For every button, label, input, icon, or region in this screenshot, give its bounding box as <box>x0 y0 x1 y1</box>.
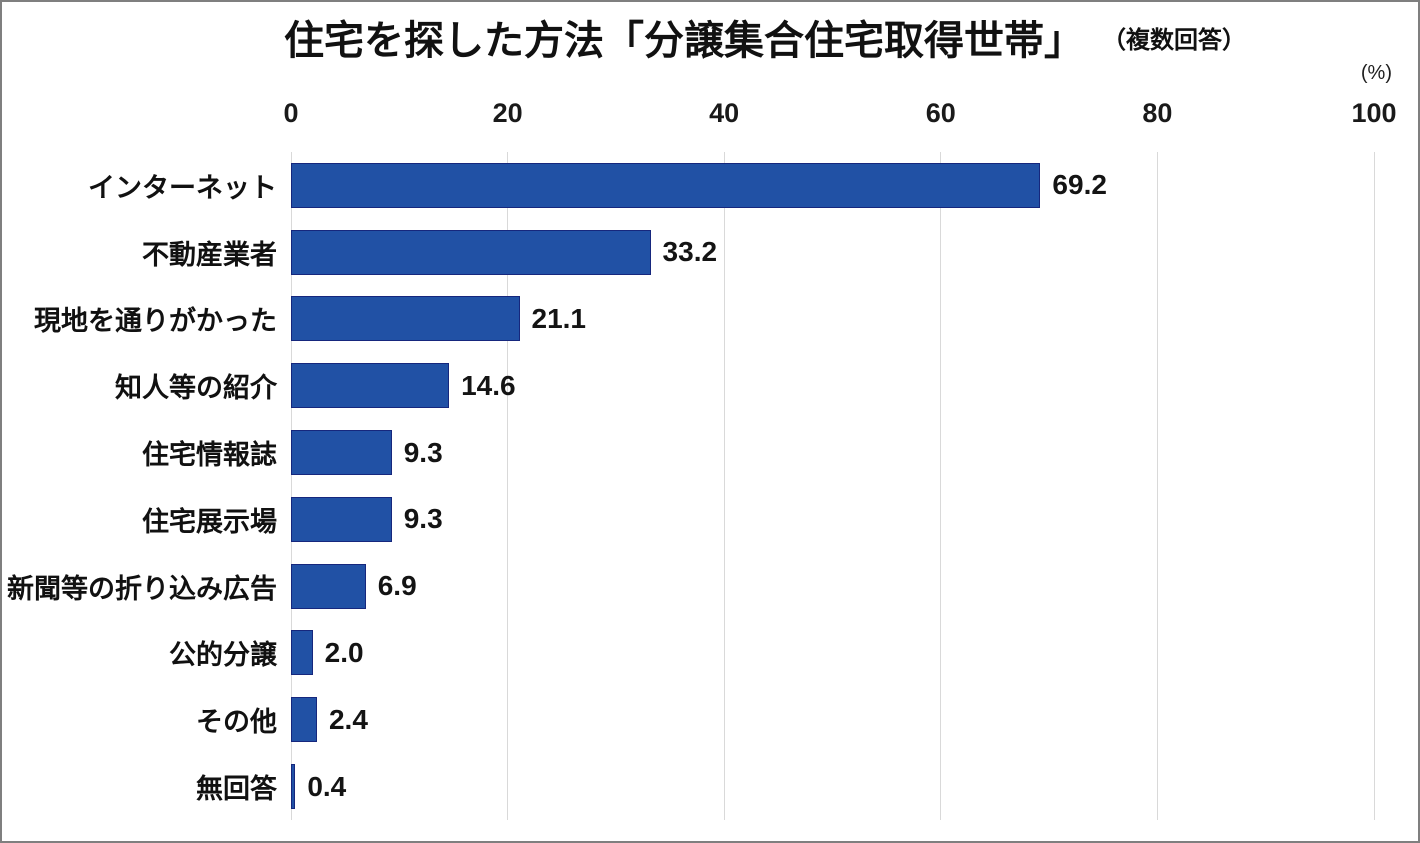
bar-track: 21.1 <box>291 286 1374 353</box>
category-label: 知人等の紹介 <box>115 373 277 404</box>
bar-track: 2.0 <box>291 620 1374 687</box>
category-label: 住宅展示場 <box>142 506 277 537</box>
bar-track: 33.2 <box>291 219 1374 286</box>
bar-row: 現地を通りがかった 21.1 <box>2 286 1394 353</box>
chart-title: 住宅を探した方法「分譲集合住宅取得世帯」 （複数回答） <box>2 8 1418 66</box>
x-axis-tick-labels: 0 20 40 60 80 100 <box>283 98 1396 130</box>
value-label: 9.3 <box>403 436 443 468</box>
value-label: 2.4 <box>328 703 368 735</box>
value-label: 0.4 <box>307 770 347 802</box>
category-label: 住宅情報誌 <box>142 440 277 471</box>
bar-row: 住宅展示場 9.3 <box>2 486 1394 553</box>
category-label: 無回答 <box>196 774 277 805</box>
bar <box>291 296 520 342</box>
bar <box>291 764 296 810</box>
category-label: 公的分譲 <box>169 640 277 671</box>
bar-track: 9.3 <box>291 486 1374 553</box>
value-label: 14.6 <box>461 369 516 401</box>
bar-row: その他 2.4 <box>2 686 1394 753</box>
bar <box>291 697 317 743</box>
gridline <box>1373 152 1375 820</box>
x-tick-label: 80 <box>1142 98 1173 128</box>
x-tick-label: 0 <box>283 98 299 128</box>
axis-unit-label: (%) <box>1360 62 1392 84</box>
value-label: 2.0 <box>324 636 364 668</box>
bar <box>291 162 1041 208</box>
x-tick-label: 60 <box>925 98 956 128</box>
bar-row: インターネット 69.2 <box>2 152 1394 219</box>
value-label: 9.3 <box>403 503 443 535</box>
x-tick-label: 40 <box>709 98 740 128</box>
category-label: その他 <box>196 707 277 738</box>
bar-track: 9.3 <box>291 419 1374 486</box>
bar <box>291 430 392 476</box>
gridline <box>507 152 509 820</box>
bar-row: 公的分譲 2.0 <box>2 620 1394 687</box>
bar-row: 住宅情報誌 9.3 <box>2 419 1394 486</box>
x-tick-label: 20 <box>492 98 523 128</box>
chart-title-suffix: （複数回答） <box>1102 26 1246 54</box>
gridline <box>723 152 725 820</box>
category-label: 新聞等の折り込み広告 <box>7 573 277 604</box>
bar-track: 14.6 <box>291 352 1374 419</box>
bar-row: 新聞等の折り込み広告 6.9 <box>2 553 1394 620</box>
bar <box>291 496 392 542</box>
value-label: 33.2 <box>662 236 718 268</box>
x-tick-label: 100 <box>1351 98 1397 128</box>
bar-row: 無回答 0.4 <box>2 753 1394 820</box>
bar-row: 不動産業者 33.2 <box>2 219 1394 286</box>
bar-row: 知人等の紹介 14.6 <box>2 352 1394 419</box>
chart-title-main: 住宅を探した方法「分譲集合住宅取得世帯」 <box>284 19 1084 63</box>
value-label: 21.1 <box>531 302 587 334</box>
value-label: 6.9 <box>377 570 417 602</box>
bar-track: 2.4 <box>291 686 1374 753</box>
value-label: 69.2 <box>1052 169 1107 201</box>
category-label: インターネット <box>88 172 277 203</box>
bar <box>291 363 450 409</box>
bar-track: 0.4 <box>291 753 1374 820</box>
gridlines <box>290 152 1375 820</box>
bar-track: 6.9 <box>291 553 1374 620</box>
bar-chart-rows: インターネット 69.2 不動産業者 33.2 現地を通りがかった 21.1 知… <box>2 152 1394 820</box>
category-label: 現地を通りがかった <box>34 306 277 337</box>
bar <box>291 630 313 676</box>
bar <box>291 229 651 275</box>
gridline <box>290 152 292 820</box>
gridline <box>1156 152 1158 820</box>
category-label: 不動産業者 <box>142 239 277 270</box>
gridline <box>940 152 942 820</box>
bar <box>291 563 366 609</box>
bar-track: 69.2 <box>291 152 1374 219</box>
